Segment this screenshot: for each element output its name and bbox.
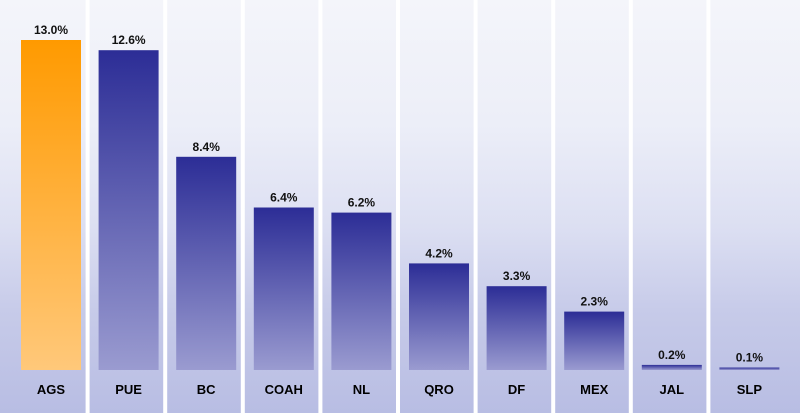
bar-pue (98, 50, 159, 370)
bar-bc (176, 156, 237, 370)
category-label-coah: COAH (265, 382, 303, 397)
bar-qro (409, 263, 469, 370)
column-separator (551, 0, 556, 413)
column-separator (85, 0, 90, 413)
category-label-mex: MEX (580, 382, 609, 397)
category-label-jal: JAL (660, 382, 685, 397)
data-label-coah: 6.4% (270, 191, 298, 205)
column-separator (628, 0, 633, 413)
column-separator (318, 0, 323, 413)
category-label-group: AGS PUE BC COAH NL QRO DF MEX JAL SLP (37, 382, 762, 397)
category-label-nl: NL (353, 382, 370, 397)
data-label-bc: 8.4% (193, 140, 221, 154)
bar-mex (564, 311, 625, 370)
column-separator (240, 0, 245, 413)
data-label-df: 3.3% (503, 269, 531, 283)
data-label-qro: 4.2% (425, 246, 453, 260)
bar-jal (641, 364, 702, 370)
column-separators (85, 0, 711, 413)
column-separator (473, 0, 478, 413)
category-label-slp: SLP (737, 382, 763, 397)
column-separator (163, 0, 168, 413)
category-label-qro: QRO (424, 382, 454, 397)
category-label-df: DF (508, 382, 525, 397)
data-label-ags: 13.0% (34, 23, 68, 37)
category-label-bc: BC (197, 382, 216, 397)
data-label-nl: 6.2% (348, 196, 376, 210)
data-label-mex: 2.3% (581, 295, 609, 309)
data-label-pue: 12.6% (112, 33, 146, 47)
bar-df (486, 286, 547, 370)
data-label-slp: 0.1% (736, 351, 764, 365)
category-label-ags: AGS (37, 382, 66, 397)
value-label-group: 13.0% 12.6% 8.4% 6.4% 6.2% 4.2% 3.3% 2.3% 0.2% 0.… (34, 23, 763, 365)
bar-slp (719, 367, 780, 370)
bar-nl (331, 212, 392, 370)
bar-ags (21, 40, 81, 370)
column-separator (396, 0, 400, 413)
data-label-jal: 0.2% (658, 348, 686, 362)
category-label-pue: PUE (115, 382, 142, 397)
column-separator (706, 0, 711, 413)
bar-group (21, 40, 780, 370)
bar-coah (253, 207, 314, 370)
